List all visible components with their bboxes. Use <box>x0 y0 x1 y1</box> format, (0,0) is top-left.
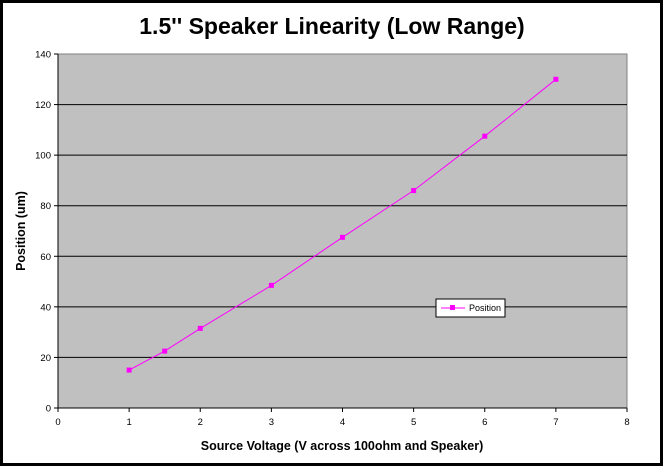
x-tick-label: 0 <box>55 417 60 428</box>
y-axis-label: Position (um) <box>14 191 28 271</box>
y-tick-label: 80 <box>40 201 51 212</box>
y-tick-label: 100 <box>35 151 51 162</box>
legend: Position <box>435 298 506 318</box>
y-tick-label: 60 <box>40 252 51 263</box>
series-layer <box>126 76 559 373</box>
series-line <box>128 78 557 371</box>
y-tick-label: 140 <box>35 50 51 61</box>
data-point <box>268 282 274 288</box>
data-point <box>126 367 132 373</box>
x-tick-label: 2 <box>198 417 203 428</box>
grid-lines <box>58 104 627 358</box>
data-point <box>162 348 168 354</box>
x-tick-label: 3 <box>269 417 274 428</box>
legend-marker-icon <box>450 305 455 310</box>
axes <box>54 53 628 412</box>
x-axis-label: Source Voltage (V across 100ohm and Spea… <box>201 439 484 453</box>
data-point <box>197 325 203 331</box>
x-tick-label: 6 <box>482 417 487 428</box>
legend-box <box>435 298 506 318</box>
x-tick-label: 7 <box>553 417 558 428</box>
x-tick-label: 8 <box>624 417 629 428</box>
y-tick-label: 40 <box>40 302 51 313</box>
y-tick-label: 0 <box>46 404 51 415</box>
x-tick-label: 5 <box>411 417 416 428</box>
tick-labels: 0 20 40 60 80 100 120 140 0 1 2 3 4 5 6 7 8 <box>35 50 630 429</box>
data-point <box>482 133 488 139</box>
chart-title: 1.5'' Speaker Linearity (Low Range) <box>139 13 524 39</box>
data-point <box>340 234 345 240</box>
data-point <box>411 188 417 194</box>
x-tick-label: 1 <box>126 417 131 428</box>
y-tick-label: 20 <box>40 353 51 364</box>
data-point <box>553 76 559 82</box>
chart: 1.5'' Speaker Linearity (Low Range) 0204… <box>14 13 630 453</box>
legend-label-position: Position <box>469 303 501 313</box>
plot-area <box>57 53 628 409</box>
y-tick-label: 120 <box>35 100 51 111</box>
x-tick-label: 4 <box>340 417 345 428</box>
